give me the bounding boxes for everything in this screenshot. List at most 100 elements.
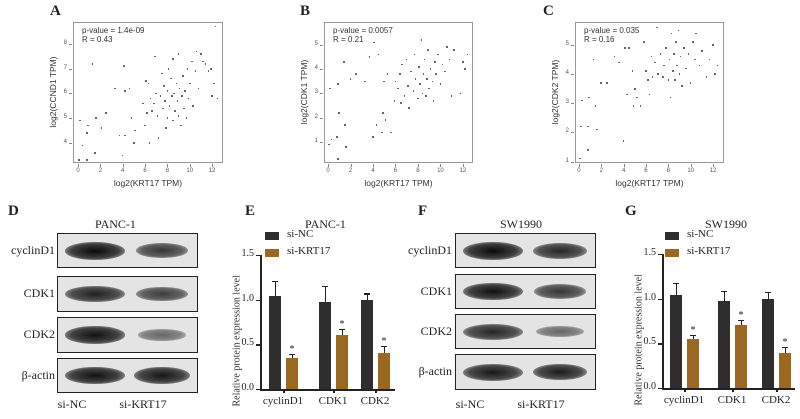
r-annotation: R = 0.16 — [584, 35, 615, 44]
bar-si-nc — [361, 299, 373, 389]
scatter-point — [654, 61, 656, 64]
y-tick-mark — [256, 344, 260, 346]
x-tick-label: 12 — [709, 168, 717, 174]
error-bar — [291, 354, 293, 358]
panel-label: F — [418, 203, 428, 219]
x-tick-label: 4 — [621, 168, 626, 174]
protein-band — [533, 284, 587, 299]
y-tick-mark — [69, 93, 72, 95]
scatter-point — [154, 55, 156, 58]
scatter-point — [95, 117, 97, 120]
scatter-point — [210, 67, 212, 70]
scatter-point — [172, 119, 174, 122]
x-tick-label: 12 — [208, 168, 216, 174]
scatter-point — [146, 112, 149, 115]
error-bar — [723, 290, 725, 302]
scatter-point — [432, 99, 435, 102]
scatter-point — [182, 75, 184, 77]
scatter-point — [153, 102, 155, 105]
panel-label: E — [245, 203, 256, 219]
scatter-point — [694, 58, 696, 61]
scatter-point — [692, 41, 694, 43]
scatter-point — [579, 157, 581, 160]
scatter-point — [676, 64, 679, 67]
scatter-point — [142, 102, 144, 105]
panel-label: C — [543, 3, 554, 19]
scatter-point — [714, 73, 717, 75]
scatter-point — [659, 52, 662, 55]
protein-band — [463, 323, 523, 340]
x-tick-label: 6 — [393, 168, 398, 174]
scatter-point — [407, 85, 409, 87]
y-tick-label: 1.5 — [241, 248, 255, 259]
protein-label: cyclinD1 — [408, 242, 452, 257]
y-tick-mark — [69, 68, 72, 70]
scatter-point — [425, 95, 427, 97]
x-tick-mark — [713, 164, 715, 167]
x-tick-label: 0 — [326, 168, 330, 174]
scatter-point — [328, 143, 330, 146]
scatter-point — [634, 87, 636, 90]
scatter-point — [364, 80, 366, 83]
x-tick-label: 6 — [644, 168, 648, 174]
scatter-point — [678, 73, 681, 75]
scatter-point — [124, 134, 126, 137]
significance-star: * — [738, 310, 744, 322]
x-tick-label: 6 — [143, 168, 147, 174]
scatter-point — [192, 105, 194, 107]
scatter-point — [178, 87, 181, 90]
scatter-point — [155, 92, 157, 95]
scatter-point — [689, 82, 692, 84]
scatter-point — [462, 61, 464, 63]
scatter-point — [657, 73, 660, 75]
y-tick-label: 1.0 — [643, 291, 657, 303]
scatter-point — [216, 97, 219, 100]
scatter-point — [202, 60, 204, 63]
x-tick-mark — [167, 164, 169, 167]
bar-si-krt17 — [378, 353, 390, 389]
protein-band — [136, 286, 188, 302]
x-axis-label: log2(KRT17 TPM) — [364, 178, 433, 188]
scatter-point — [588, 96, 590, 99]
x-tick-mark — [283, 389, 285, 393]
scatter-point — [147, 82, 150, 85]
plot-frame — [575, 22, 724, 163]
x-tick-mark — [375, 389, 377, 393]
category-label: cyclinD1 — [262, 395, 304, 407]
y-tick-mark — [320, 142, 323, 144]
scatter-point — [606, 82, 608, 84]
y-tick-label: 2 — [565, 128, 569, 135]
scatter-point — [636, 96, 638, 99]
x-tick-mark — [417, 164, 419, 167]
x-tick-mark — [145, 164, 147, 167]
scatter-point — [448, 58, 451, 61]
y-axis-label: Relative protein expression level — [633, 274, 645, 406]
scatter-point — [123, 65, 125, 68]
category-label: cyclinD1 — [663, 394, 705, 406]
scatter-point — [330, 138, 333, 141]
y-tick-mark — [69, 118, 72, 120]
scatter-point — [200, 53, 202, 55]
scatter-point — [368, 56, 371, 58]
protein-label: CDK2 — [23, 327, 55, 341]
panel-label: G — [625, 203, 637, 219]
scatter-point — [184, 90, 187, 92]
scatter-point — [105, 112, 107, 115]
x-tick-mark — [189, 164, 191, 167]
scatter-point — [412, 90, 415, 92]
y-tick-label: 6 — [63, 89, 67, 96]
scatter-point — [414, 78, 417, 80]
x-tick-label: 8 — [416, 168, 420, 174]
y-axis-label: log2(CDK2 TPM) — [550, 59, 560, 124]
cell-line-title: SW1990 — [500, 217, 542, 231]
scatter-point — [427, 48, 429, 51]
scatter-point — [174, 110, 176, 112]
scatter-point — [345, 146, 347, 148]
scatter-point — [159, 95, 162, 97]
error-cap — [381, 346, 387, 348]
scatter-point — [79, 119, 82, 122]
scatter-point — [661, 76, 664, 78]
error-cap — [364, 293, 370, 295]
scatter-point — [623, 47, 626, 49]
scatter-point — [648, 93, 651, 96]
